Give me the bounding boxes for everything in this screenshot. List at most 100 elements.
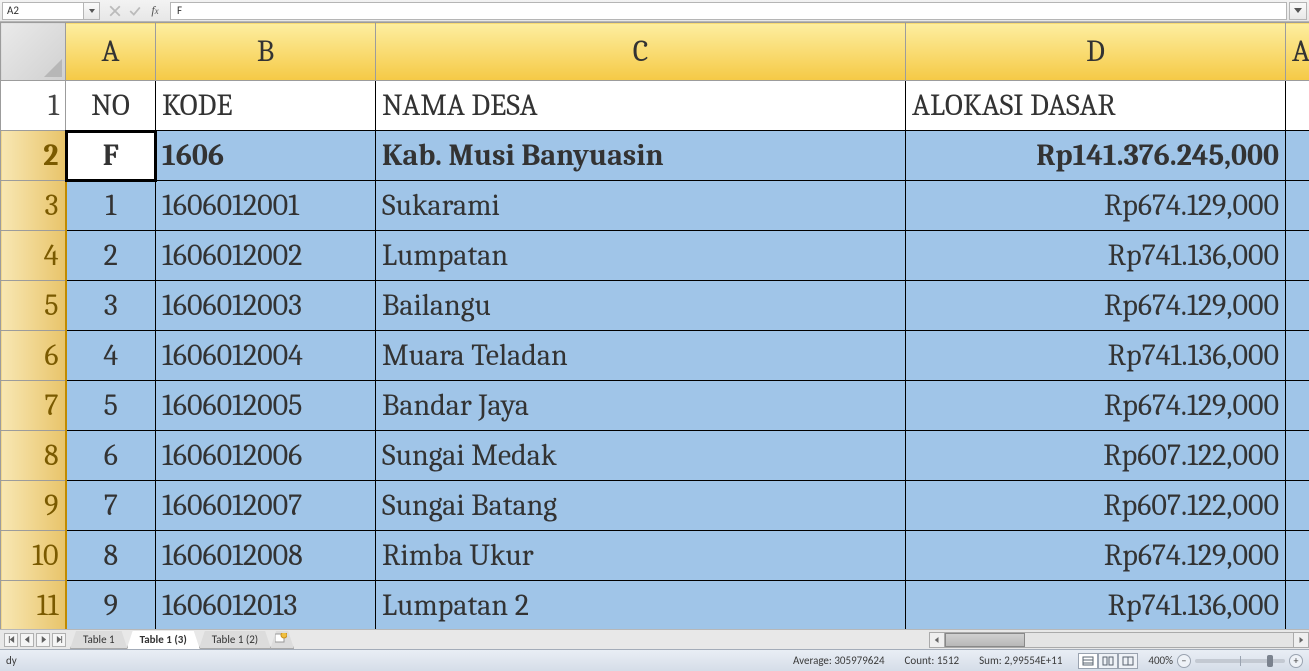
cell[interactable]: Rp741.136,000: [906, 231, 1286, 281]
cell[interactable]: Rp674.129,000: [906, 181, 1286, 231]
cell[interactable]: 1606012005: [156, 381, 376, 431]
active-cell[interactable]: F: [66, 131, 156, 181]
tab-nav-next-icon[interactable]: [36, 633, 50, 647]
enter-icon[interactable]: [128, 4, 142, 18]
cell[interactable]: 4: [66, 331, 156, 381]
zoom-in-icon[interactable]: +: [1289, 654, 1303, 668]
cell[interactable]: 2: [66, 231, 156, 281]
cell[interactable]: 1606012007: [156, 481, 376, 531]
row-header-11[interactable]: 11: [1, 581, 66, 630]
cell[interactable]: [1286, 181, 1309, 231]
cell[interactable]: [1286, 131, 1309, 181]
cell[interactable]: [1286, 531, 1309, 581]
cell[interactable]: 1606012003: [156, 281, 376, 331]
view-page-break-icon[interactable]: [1118, 653, 1138, 669]
name-box-dropdown-icon[interactable]: [83, 3, 99, 19]
cell[interactable]: 1606012002: [156, 231, 376, 281]
new-sheet-icon[interactable]: [270, 631, 294, 649]
cell[interactable]: 1: [66, 181, 156, 231]
cell[interactable]: Rp607.122,000: [906, 481, 1286, 531]
cell[interactable]: 7: [66, 481, 156, 531]
zoom-value[interactable]: 400%: [1144, 654, 1177, 667]
cell[interactable]: Rp141.376.245,000: [906, 131, 1286, 181]
cell[interactable]: Sungai Batang: [376, 481, 906, 531]
row-header-10[interactable]: 10: [1, 531, 66, 581]
cell[interactable]: 1606012013: [156, 581, 376, 630]
cancel-icon[interactable]: [108, 4, 122, 18]
tab-nav-prev-icon[interactable]: [20, 633, 34, 647]
fx-icon[interactable]: fx: [148, 4, 162, 18]
cell[interactable]: 1606012004: [156, 331, 376, 381]
sheet-tab[interactable]: Table 1: [70, 631, 128, 649]
view-normal-icon[interactable]: [1078, 653, 1098, 669]
cell[interactable]: Rp741.136,000: [906, 331, 1286, 381]
sheet-tab[interactable]: Table 1 (2): [199, 631, 271, 649]
name-box[interactable]: A2: [2, 2, 100, 20]
row-header-2[interactable]: 2: [1, 131, 66, 181]
cell[interactable]: 6: [66, 431, 156, 481]
row-header-9[interactable]: 9: [1, 481, 66, 531]
row-header-4[interactable]: 4: [1, 231, 66, 281]
cell[interactable]: [1286, 481, 1309, 531]
row-header-3[interactable]: 3: [1, 181, 66, 231]
cell[interactable]: Rp674.129,000: [906, 531, 1286, 581]
column-header-D[interactable]: D: [906, 23, 1286, 81]
cell[interactable]: NO: [66, 81, 156, 131]
cell[interactable]: NAMA DESA: [376, 81, 906, 131]
column-header-E[interactable]: A: [1286, 23, 1309, 81]
column-header-B[interactable]: B: [156, 23, 376, 81]
cell[interactable]: Rp741.136,000: [906, 581, 1286, 630]
cell[interactable]: ALOKASI DASAR: [906, 81, 1286, 131]
cell[interactable]: Rp674.129,000: [906, 381, 1286, 431]
row-header-8[interactable]: 8: [1, 431, 66, 481]
sheet-tab-active[interactable]: Table 1 (3): [127, 631, 200, 649]
cell[interactable]: [1286, 381, 1309, 431]
cell[interactable]: Rp674.129,000: [906, 281, 1286, 331]
tab-nav-first-icon[interactable]: [4, 633, 18, 647]
column-header-C[interactable]: C: [376, 23, 906, 81]
cell[interactable]: 9: [66, 581, 156, 630]
cell[interactable]: Sungai Medak: [376, 431, 906, 481]
cell[interactable]: Rp607.122,000: [906, 431, 1286, 481]
cell[interactable]: [1286, 581, 1309, 630]
cell[interactable]: Muara Teladan: [376, 331, 906, 381]
cell[interactable]: 1606012006: [156, 431, 376, 481]
cell[interactable]: 8: [66, 531, 156, 581]
horizontal-scrollbar[interactable]: [929, 632, 1309, 648]
hscroll-thumb[interactable]: [945, 633, 1025, 647]
select-all-corner[interactable]: [1, 23, 66, 81]
cell[interactable]: 1606012008: [156, 531, 376, 581]
cell[interactable]: Rimba Ukur: [376, 531, 906, 581]
zoom-thumb[interactable]: [1267, 655, 1273, 667]
cell[interactable]: Bailangu: [376, 281, 906, 331]
cell[interactable]: 1606: [156, 131, 376, 181]
hscroll-track[interactable]: [945, 632, 1293, 648]
cell[interactable]: Kab. Musi Banyuasin: [376, 131, 906, 181]
cell[interactable]: Lumpatan: [376, 231, 906, 281]
row-header-7[interactable]: 7: [1, 381, 66, 431]
cell[interactable]: Sukarami: [376, 181, 906, 231]
cell[interactable]: [1286, 81, 1309, 131]
zoom-out-icon[interactable]: −: [1177, 654, 1191, 668]
column-header-A[interactable]: A: [66, 23, 156, 81]
cell[interactable]: [1286, 281, 1309, 331]
zoom-track[interactable]: [1195, 659, 1285, 663]
cell[interactable]: KODE: [156, 81, 376, 131]
view-page-layout-icon[interactable]: [1098, 653, 1118, 669]
formula-bar-expand-icon[interactable]: [1289, 2, 1307, 20]
cell[interactable]: Lumpatan 2: [376, 581, 906, 630]
spreadsheet-grid[interactable]: A B C D A 1 NO KODE NAMA DESA ALOKASI DA…: [0, 22, 1309, 629]
row-header-1[interactable]: 1: [1, 81, 66, 131]
formula-input[interactable]: F: [170, 2, 1287, 20]
cell[interactable]: Bandar Jaya: [376, 381, 906, 431]
tab-nav-last-icon[interactable]: [52, 633, 66, 647]
row-header-6[interactable]: 6: [1, 331, 66, 381]
row-header-5[interactable]: 5: [1, 281, 66, 331]
cell[interactable]: 3: [66, 281, 156, 331]
hscroll-right-icon[interactable]: [1293, 632, 1309, 648]
cell[interactable]: [1286, 231, 1309, 281]
cell[interactable]: [1286, 431, 1309, 481]
hscroll-left-icon[interactable]: [929, 632, 945, 648]
cell[interactable]: [1286, 331, 1309, 381]
cell[interactable]: 5: [66, 381, 156, 431]
